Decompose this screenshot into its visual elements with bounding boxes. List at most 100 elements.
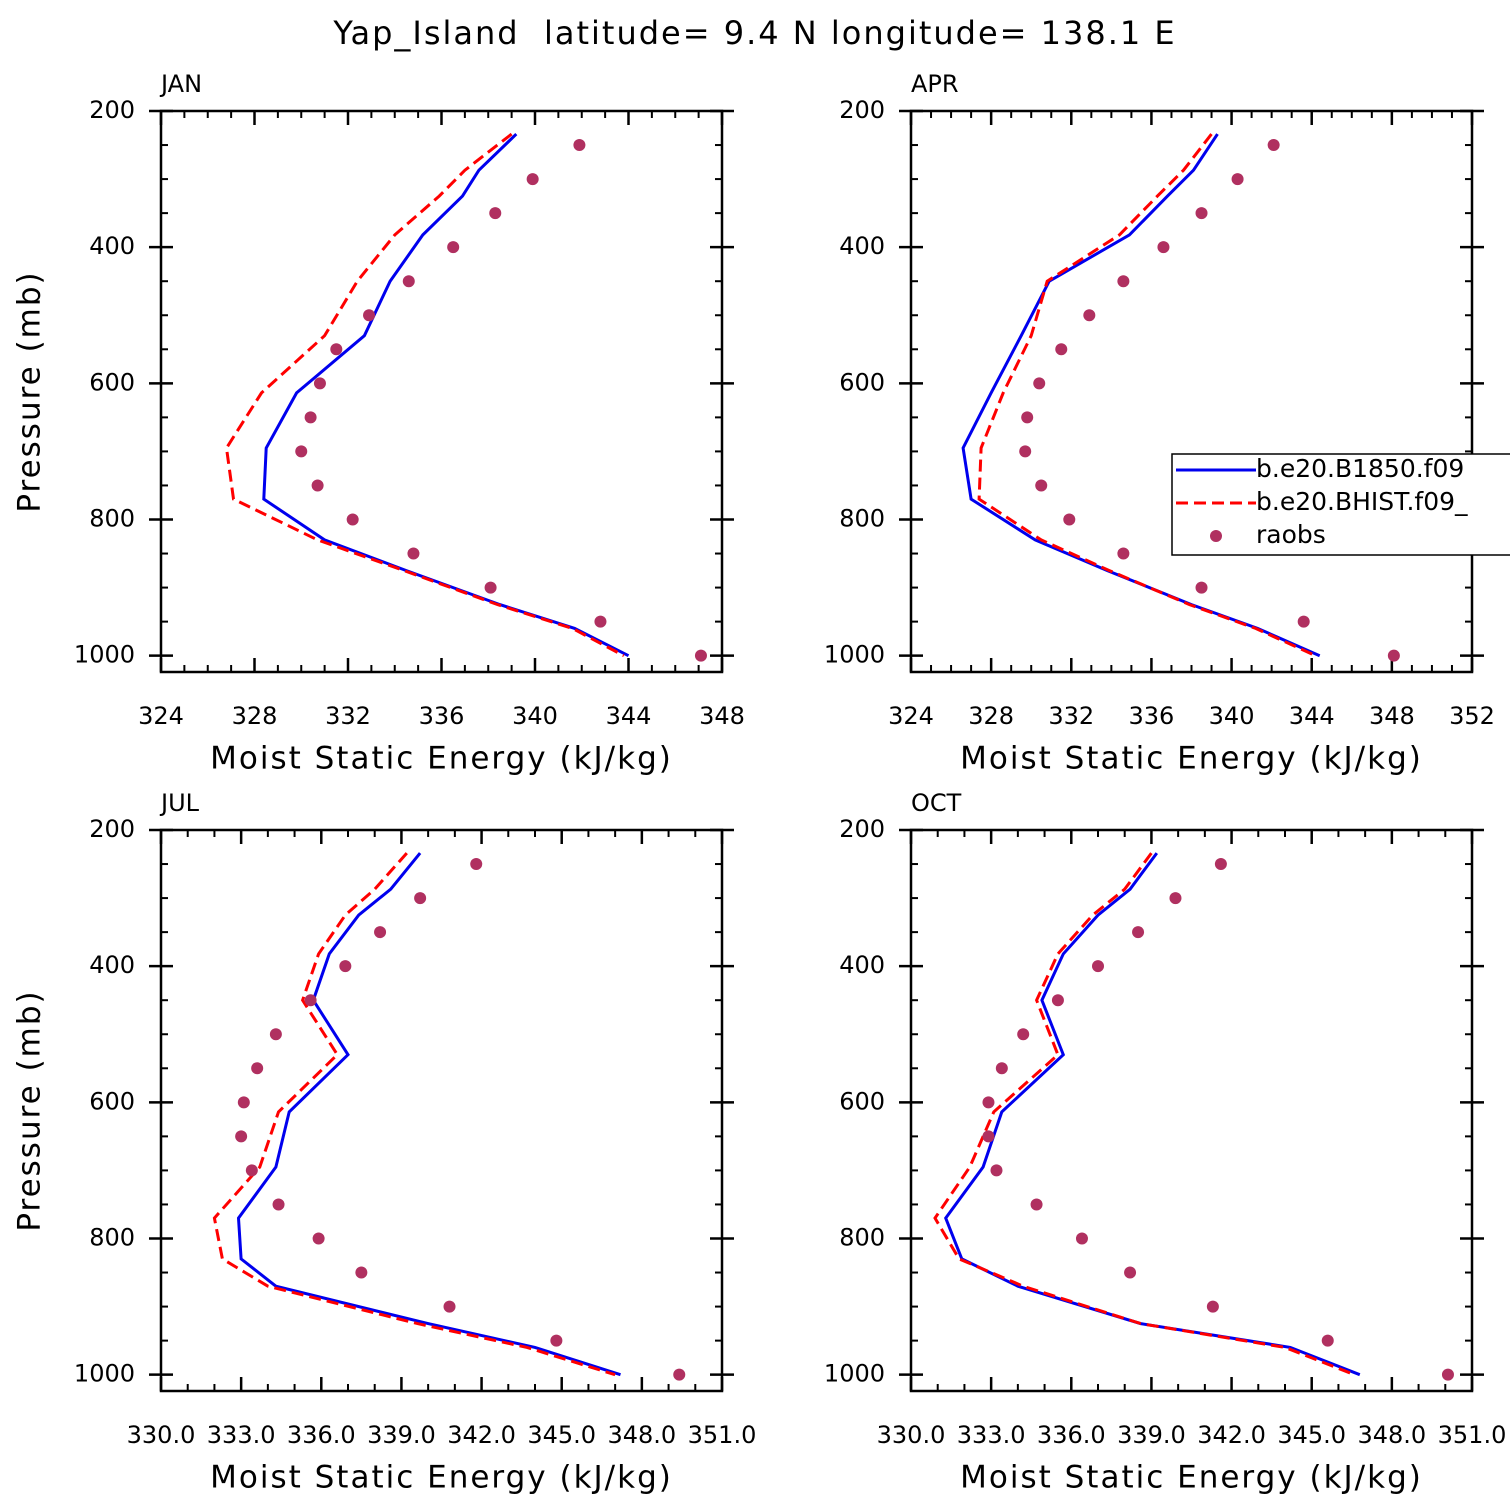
raob-point — [990, 1164, 1003, 1177]
plot-frame — [909, 828, 1474, 1393]
x-axis-label: Moist Static Energy (kJ/kg) — [960, 741, 1423, 777]
raob-point — [1169, 892, 1182, 905]
plot-frame — [159, 828, 724, 1393]
x-tick-label: 336.0 — [1037, 1421, 1106, 1449]
raob-point — [573, 139, 586, 152]
model-line — [236, 852, 621, 1377]
legend-label: b.e20.B1850.f09 — [1256, 454, 1464, 483]
raob-point — [237, 1096, 250, 1109]
x-tick-label: 340 — [1209, 702, 1255, 730]
x-tick-label: 330.0 — [877, 1421, 946, 1449]
raob-point — [407, 547, 420, 560]
y-tick-label: 600 — [89, 368, 135, 396]
raob-point — [1297, 615, 1310, 628]
x-tick-label: 328 — [968, 702, 1014, 730]
model-line — [212, 852, 616, 1377]
raob-point — [311, 479, 324, 492]
model-line — [944, 852, 1361, 1377]
panel-title: JUL — [159, 789, 200, 817]
panel-title: APR — [911, 70, 959, 98]
raob-point — [304, 411, 317, 424]
raob-point — [673, 1368, 686, 1381]
raob-point — [1132, 926, 1145, 939]
raob-point — [1021, 411, 1034, 424]
x-axis-label: Moist Static Energy (kJ/kg) — [210, 741, 673, 777]
raob-point — [1195, 581, 1208, 594]
x-tick-label: 340 — [512, 702, 558, 730]
raob-point — [470, 858, 483, 871]
raob-point — [313, 377, 326, 390]
x-tick-label: 336 — [419, 702, 465, 730]
raob-point — [1124, 1266, 1137, 1279]
raob-point — [1267, 139, 1280, 152]
raob-point — [1214, 858, 1227, 871]
x-tick-label: 352 — [1449, 702, 1495, 730]
y-tick-label: 600 — [89, 1087, 135, 1115]
x-tick-label: 344 — [1289, 702, 1335, 730]
y-tick-label: 800 — [839, 1223, 885, 1251]
x-tick-label: 348.0 — [1357, 1421, 1426, 1449]
raob-point — [355, 1266, 368, 1279]
y-tick-label: 600 — [839, 368, 885, 396]
raob-point — [272, 1198, 285, 1211]
x-tick-label: 333.0 — [207, 1421, 276, 1449]
raob-point — [1321, 1334, 1334, 1347]
raob-point — [304, 994, 317, 1007]
raob-point — [235, 1130, 248, 1143]
x-tick-label: 324 — [138, 702, 184, 730]
x-tick-label: 332 — [1048, 702, 1094, 730]
y-tick-label: 600 — [839, 1087, 885, 1115]
x-tick-label: 330.0 — [127, 1421, 196, 1449]
legend-label: raobs — [1256, 520, 1326, 549]
x-tick-label: 342.0 — [1197, 1421, 1266, 1449]
y-tick-label: 800 — [839, 504, 885, 532]
y-axis-label: Pressure (mb) — [12, 989, 48, 1231]
model-line — [224, 132, 625, 658]
x-tick-label: 336 — [1129, 702, 1175, 730]
y-tick-label: 200 — [89, 96, 135, 124]
raob-point — [484, 581, 497, 594]
raob-point — [1195, 207, 1208, 220]
y-tick-label: 1000 — [824, 641, 885, 669]
raob-point — [1017, 1028, 1030, 1041]
y-tick-label: 400 — [839, 951, 885, 979]
raob-point — [295, 445, 308, 458]
x-tick-label: 351.0 — [1438, 1421, 1507, 1449]
raob-point — [1117, 275, 1130, 288]
x-tick-label: 348.0 — [607, 1421, 676, 1449]
legend-marker — [1210, 530, 1222, 542]
x-tick-label: 345.0 — [527, 1421, 596, 1449]
raob-point — [1387, 649, 1400, 662]
x-tick-label: 339.0 — [367, 1421, 436, 1449]
y-tick-label: 800 — [89, 1223, 135, 1251]
y-tick-label: 200 — [89, 815, 135, 843]
raob-point — [1157, 241, 1170, 254]
raob-point — [1055, 343, 1068, 356]
raob-point — [1051, 994, 1064, 1007]
x-tick-label: 339.0 — [1117, 1421, 1186, 1449]
raob-point — [346, 513, 359, 526]
raob-point — [982, 1096, 995, 1109]
raob-point — [245, 1164, 258, 1177]
raob-point — [1092, 960, 1104, 973]
raob-point — [1083, 309, 1096, 322]
raob-point — [443, 1300, 456, 1313]
raob-point — [594, 615, 607, 628]
x-tick-label: 342.0 — [447, 1421, 516, 1449]
raob-point — [489, 207, 502, 220]
y-tick-label: 1000 — [74, 641, 135, 669]
raob-point — [269, 1028, 282, 1041]
figure-title: Yap_Island latitude= 9.4 N longitude= 13… — [332, 14, 1176, 52]
raob-point — [1035, 479, 1048, 492]
y-tick-label: 800 — [89, 504, 135, 532]
x-tick-label: 336.0 — [287, 1421, 356, 1449]
raob-point — [447, 241, 460, 254]
raob-point — [1206, 1300, 1219, 1313]
raob-point — [1033, 377, 1046, 390]
raob-point — [995, 1062, 1008, 1075]
plot-frame — [909, 109, 1474, 674]
x-tick-label: 351.0 — [688, 1421, 757, 1449]
raob-point — [1075, 1232, 1088, 1245]
raob-point — [339, 960, 352, 973]
x-tick-label: 328 — [232, 702, 278, 730]
